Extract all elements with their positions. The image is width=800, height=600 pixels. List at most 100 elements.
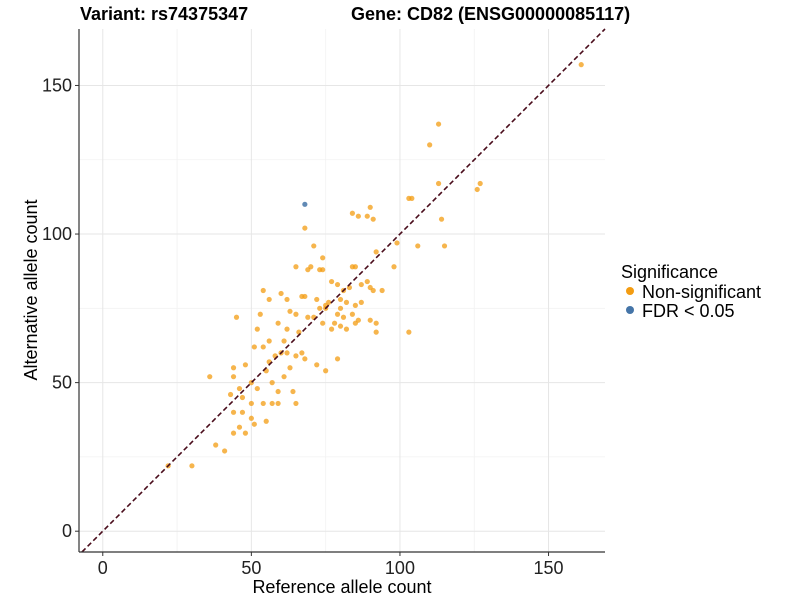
point-non-significant-53 [337,305,344,311]
point-non-significant-115 [263,418,269,424]
point-non-significant-63 [320,320,326,326]
point-non-significant-60 [349,311,356,317]
point-non-significant-50 [278,290,284,297]
point-non-significant-10 [367,204,373,210]
data-points [165,62,584,469]
point-non-significant-111 [293,400,299,407]
point-non-significant-51 [317,305,323,311]
point-non-significant-18 [311,243,317,249]
x-axis-title: Reference allele count [252,577,431,597]
point-non-significant-35 [370,287,376,294]
point-non-significant-120 [213,442,219,448]
point-non-significant-116 [251,421,257,427]
point-non-significant-73 [373,329,379,335]
point-fdr-0 [302,201,308,207]
legend-label-non-significant: Non-significant [642,282,761,302]
point-non-significant-25 [320,267,326,273]
point-non-significant-72 [352,320,358,326]
point-non-significant-118 [242,430,249,436]
point-non-significant-123 [189,463,195,469]
point-non-significant-71 [343,326,350,332]
point-non-significant-19 [373,249,379,255]
point-non-significant-42 [337,296,344,303]
y-tick-label: 50 [52,373,72,393]
point-non-significant-65 [373,320,379,326]
point-non-significant-33 [364,278,370,285]
point-non-significant-109 [269,400,275,407]
point-non-significant-26 [391,264,397,270]
point-non-significant-24 [305,267,311,273]
point-non-significant-89 [314,362,320,368]
point-non-significant-70 [337,323,344,329]
point-non-significant-59 [340,314,347,320]
point-non-significant-69 [328,326,335,332]
point-non-significant-32 [358,281,364,288]
point-non-significant-112 [230,409,237,415]
point-non-significant-83 [299,350,305,356]
point-non-significant-93 [242,362,249,368]
point-non-significant-14 [302,225,308,231]
point-non-significant-104 [290,388,296,395]
point-non-significant-121 [222,448,228,454]
point-non-significant-80 [251,344,257,350]
point-non-significant-29 [334,281,341,288]
point-non-significant-16 [415,243,421,249]
point-non-significant-92 [287,365,293,371]
point-non-significant-9 [364,213,370,219]
point-non-significant-108 [260,400,266,407]
point-non-significant-5 [435,180,442,187]
point-non-significant-1 [435,121,442,127]
point-non-significant-47 [358,299,364,305]
point-non-significant-66 [233,314,240,320]
point-non-significant-119 [230,430,237,436]
point-non-significant-3 [477,180,483,187]
point-non-significant-103 [275,388,281,395]
point-non-significant-45 [343,299,350,305]
point-non-significant-76 [284,326,290,332]
point-non-significant-101 [254,385,260,392]
point-non-significant-74 [406,329,412,335]
y-axis-title: Alternative allele count [21,199,41,380]
chart-title-gene: Gene: CD82 (ENSG00000085117) [351,4,631,24]
point-non-significant-94 [230,365,237,371]
point-non-significant-86 [293,353,299,359]
y-tick-label: 150 [42,75,72,95]
point-non-significant-0 [578,62,584,68]
point-non-significant-64 [331,320,338,326]
identity-reference-line [81,28,606,553]
point-non-significant-88 [302,356,308,362]
point-non-significant-113 [239,409,246,415]
point-non-significant-13 [355,213,361,219]
grid-lines [79,29,605,552]
legend-marker-fdr [626,306,634,314]
point-non-significant-114 [248,415,254,421]
point-non-significant-23 [293,264,299,270]
point-non-significant-79 [281,338,287,344]
point-non-significant-68 [275,320,281,326]
y-tick-label: 100 [42,224,72,244]
point-non-significant-62 [367,317,373,323]
point-non-significant-106 [227,391,234,398]
point-non-significant-81 [260,344,266,350]
point-non-significant-90 [323,368,329,374]
point-non-significant-4 [474,186,480,193]
y-tick-label: 0 [62,521,72,541]
point-non-significant-97 [281,374,287,380]
x-tick-label: 100 [385,558,415,578]
point-non-significant-12 [349,210,356,216]
point-non-significant-30 [328,278,335,285]
point-non-significant-48 [260,287,266,294]
point-non-significant-117 [236,424,243,430]
point-non-significant-55 [293,311,299,317]
point-non-significant-11 [370,216,376,222]
legend-marker-non-significant [626,287,634,295]
point-non-significant-100 [236,385,243,392]
point-non-significant-41 [314,296,320,303]
point-non-significant-49 [266,296,272,303]
legend-title: Significance [621,262,718,282]
point-non-significant-17 [441,243,448,249]
point-non-significant-40 [284,296,290,303]
chart-title-variant: Variant: rs74375347 [80,4,249,24]
point-non-significant-110 [275,400,281,407]
